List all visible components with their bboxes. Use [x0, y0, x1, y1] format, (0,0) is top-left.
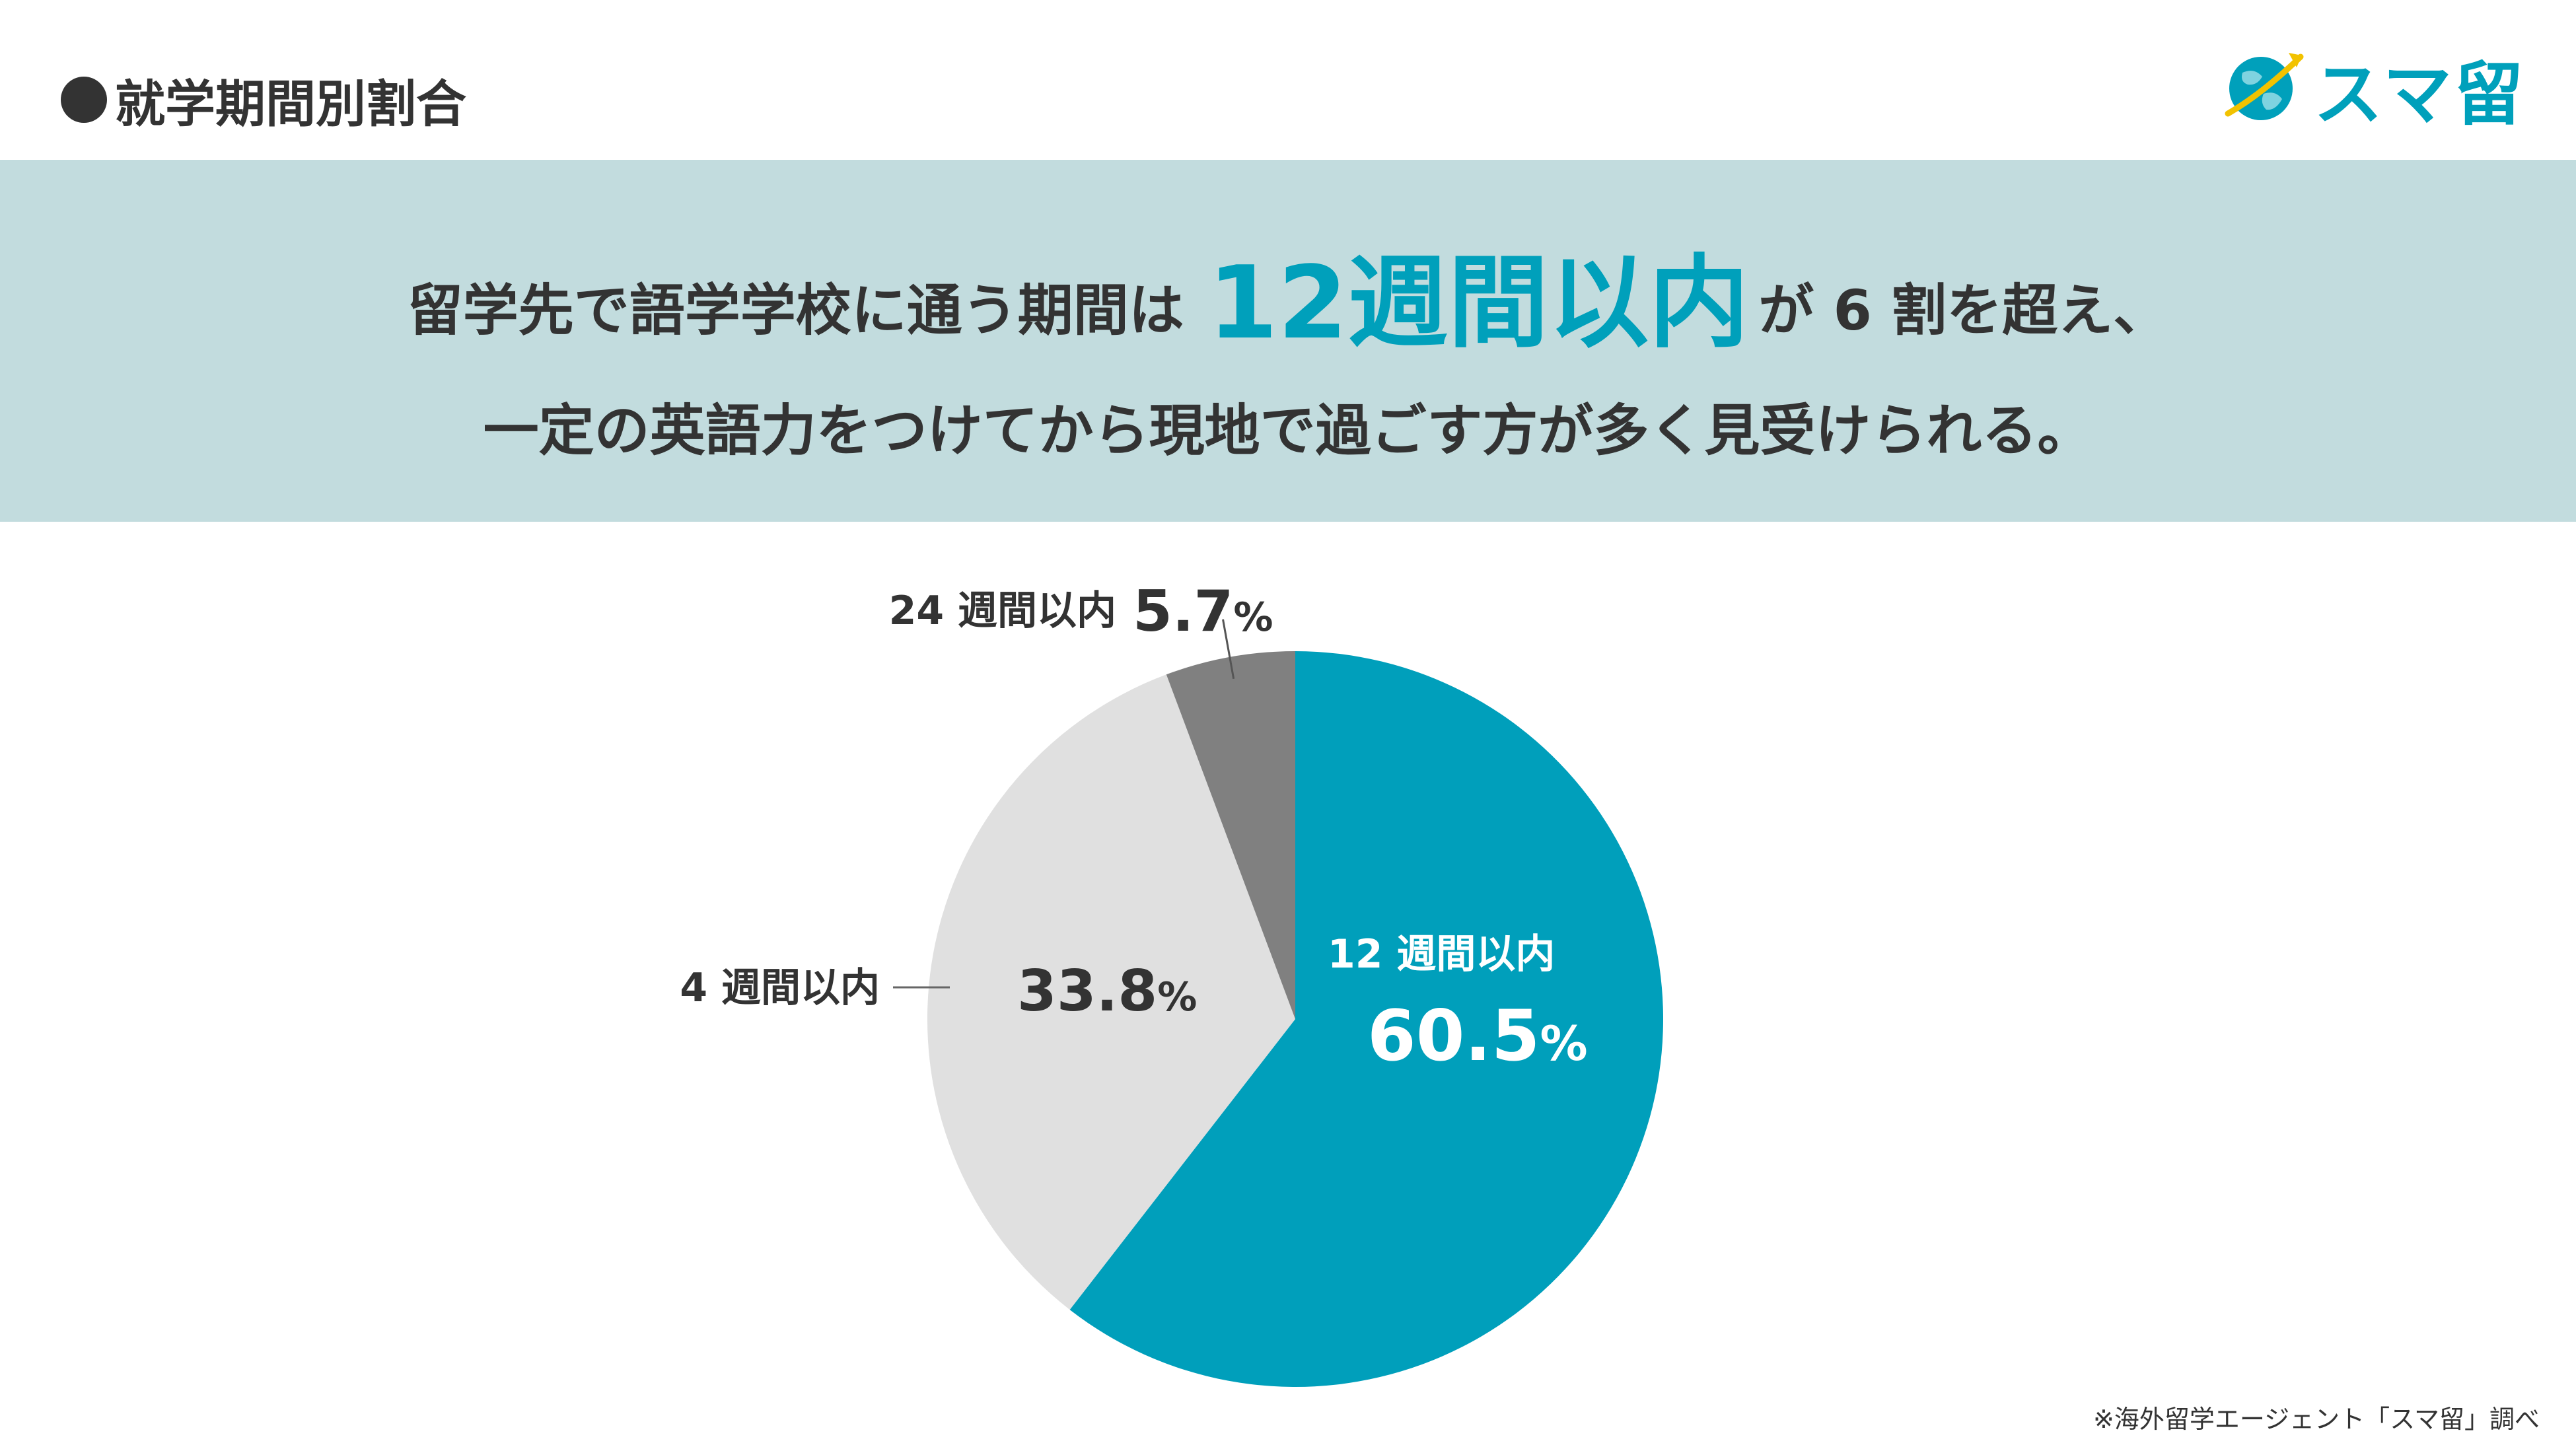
slice-value-2: 5.7%: [1133, 579, 1273, 645]
headline-text-before: 留学先で語学学校に通う期間は: [407, 278, 1184, 343]
leader-line-2: [1222, 619, 1235, 680]
globe-logo-icon: [2225, 52, 2304, 120]
slice-value-0: 60.5%: [1367, 995, 1588, 1077]
source-footnote: ※海外留学エージェント「スマ留」調べ: [2093, 1405, 2540, 1434]
summary-banner: [0, 160, 2576, 522]
pie-slice-2: [1166, 651, 1295, 1019]
page-title-text: 就学期間別割合: [115, 75, 466, 133]
slice-value-1: 33.8%: [1017, 958, 1197, 1024]
headline-line-2: 一定の英語力をつけてから現地で過ごす方が多く見受けられる。: [483, 398, 2093, 463]
page-title: 就学期間別割合: [61, 63, 466, 136]
headline-text-after: が 6 割を超え、: [1758, 278, 2169, 343]
slice-label-0: 12 週間以内: [1328, 931, 1555, 977]
bullet-icon: [61, 77, 107, 123]
slice-label-2: 24 週間以内: [889, 588, 1116, 634]
slice-label-1: 4 週間以内: [680, 965, 880, 1011]
pie-slice-1: [927, 674, 1295, 1310]
logo-text: スマ留: [2314, 54, 2526, 135]
headline-highlight: 12週間以内: [1207, 244, 1750, 361]
headline-line-1: 留学先で語学学校に通う期間は 12週間以内が 6 割を超え、: [0, 221, 2576, 367]
logo: スマ留: [2223, 38, 2526, 138]
pie-slice-0: [1069, 651, 1664, 1387]
